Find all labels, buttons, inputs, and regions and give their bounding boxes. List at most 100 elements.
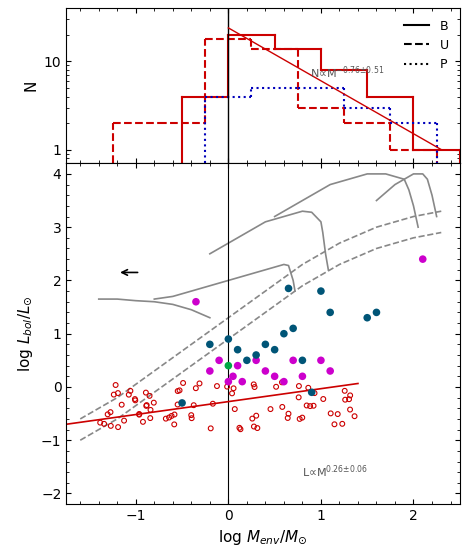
Point	[146, 414, 154, 423]
Point	[196, 379, 203, 388]
Point	[225, 377, 232, 386]
Point	[125, 390, 133, 399]
Point	[127, 387, 134, 396]
Point	[192, 297, 200, 306]
Point	[150, 398, 157, 407]
Point	[143, 402, 150, 411]
Legend: B, U, P: B, U, P	[400, 14, 454, 76]
Point	[231, 404, 238, 413]
Point	[250, 422, 258, 431]
Point	[178, 398, 186, 407]
Point	[319, 394, 327, 403]
Point	[299, 413, 306, 422]
Point	[334, 409, 341, 418]
Point	[107, 422, 115, 430]
Point	[310, 401, 318, 410]
Point	[114, 388, 122, 397]
Point	[285, 409, 292, 418]
Point	[118, 401, 126, 409]
Point	[419, 255, 427, 264]
Point	[351, 412, 358, 420]
Point	[289, 356, 297, 365]
Point	[327, 308, 334, 317]
Point	[190, 401, 198, 409]
Point	[262, 367, 269, 376]
Point	[230, 384, 237, 393]
Point	[295, 382, 303, 391]
Point	[162, 414, 170, 423]
Point	[251, 383, 258, 392]
Point	[96, 418, 104, 427]
Point	[252, 356, 260, 365]
Point	[104, 410, 111, 419]
Point	[229, 372, 237, 381]
Point	[273, 382, 280, 391]
Point	[280, 329, 288, 338]
Point	[299, 356, 306, 365]
Point	[237, 425, 244, 434]
Point	[254, 424, 261, 433]
Point	[284, 413, 292, 422]
Point	[248, 414, 256, 423]
Point	[306, 402, 314, 411]
Point	[373, 308, 380, 317]
Point	[206, 367, 214, 376]
Point	[131, 396, 139, 405]
Point	[143, 401, 150, 409]
Point	[206, 340, 214, 349]
Point	[188, 414, 195, 423]
Point	[136, 410, 143, 419]
Point	[252, 351, 260, 360]
Point	[285, 284, 292, 293]
Point	[253, 411, 260, 420]
Point	[327, 367, 334, 376]
Point	[192, 384, 200, 393]
Point	[187, 411, 195, 419]
Y-axis label: N: N	[23, 80, 38, 91]
Point	[142, 388, 150, 397]
Point	[346, 391, 354, 400]
Point	[304, 383, 312, 392]
Point	[299, 372, 306, 381]
Point	[179, 378, 187, 387]
Point	[107, 408, 114, 417]
Point	[271, 372, 278, 381]
Point	[295, 393, 302, 402]
Point	[279, 403, 286, 412]
X-axis label: log $M_{env}/M_{\odot}$: log $M_{env}/M_{\odot}$	[219, 529, 308, 547]
Point	[207, 424, 215, 433]
Point	[209, 399, 217, 408]
Point	[228, 389, 236, 398]
Point	[174, 387, 182, 396]
Point	[112, 381, 119, 389]
Point	[215, 356, 223, 365]
Y-axis label: log $L_{bol}/L_{\odot}$: log $L_{bol}/L_{\odot}$	[17, 295, 36, 372]
Point	[234, 345, 241, 354]
Point	[280, 377, 288, 386]
Point	[174, 400, 182, 409]
Point	[225, 335, 232, 343]
Point	[345, 395, 353, 404]
Text: N∝M$^{-0.76±0.51}$: N∝M$^{-0.76±0.51}$	[310, 65, 384, 81]
Point	[278, 378, 286, 387]
Point	[341, 395, 349, 404]
Point	[139, 417, 147, 426]
Point	[171, 410, 178, 419]
Point	[234, 361, 241, 370]
Point	[100, 419, 108, 428]
Point	[311, 389, 319, 398]
Point	[120, 416, 128, 425]
Point	[225, 361, 232, 370]
Point	[114, 423, 122, 432]
Point	[223, 382, 231, 391]
Point	[110, 390, 118, 399]
Point	[364, 314, 371, 322]
Point	[243, 356, 251, 365]
Point	[327, 409, 335, 418]
Point	[131, 394, 139, 403]
Point	[317, 286, 325, 295]
Point	[346, 405, 354, 414]
Point	[168, 412, 175, 420]
Text: L∝M$^{0.26±0.06}$: L∝M$^{0.26±0.06}$	[302, 464, 368, 480]
Point	[136, 409, 143, 418]
